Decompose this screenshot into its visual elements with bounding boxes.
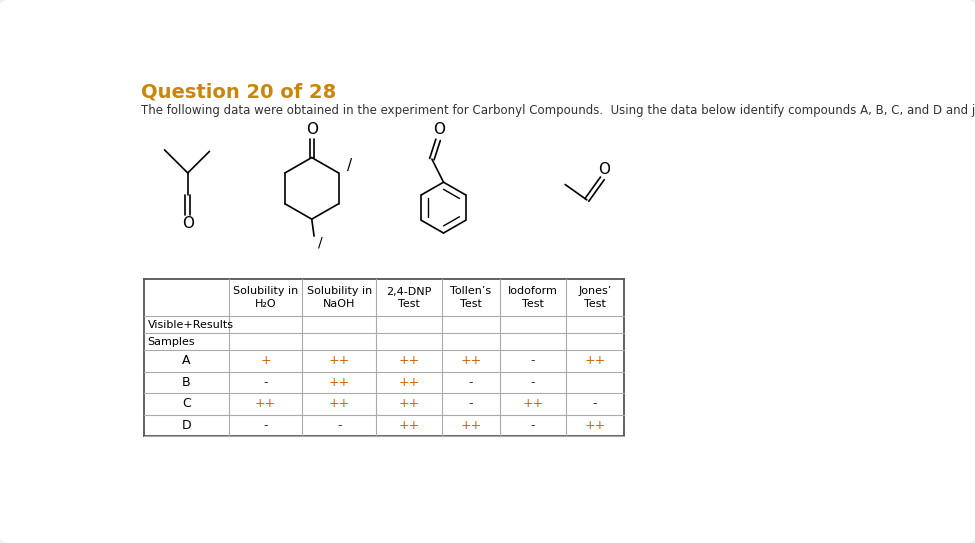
Text: -: - <box>469 376 473 389</box>
Text: Iodoform
Test: Iodoform Test <box>508 287 558 309</box>
Text: -: - <box>530 419 535 432</box>
Text: C: C <box>181 397 190 411</box>
Text: -: - <box>263 376 268 389</box>
Text: O: O <box>598 162 610 176</box>
Text: 2,4-DNP
Test: 2,4-DNP Test <box>386 287 432 309</box>
Text: Visible+Results: Visible+Results <box>147 320 233 330</box>
Text: ++: ++ <box>329 397 350 411</box>
Text: ++: ++ <box>399 419 419 432</box>
Text: A: A <box>182 355 190 368</box>
Text: ++: ++ <box>399 376 419 389</box>
Text: /: / <box>347 158 352 173</box>
Text: -: - <box>530 355 535 368</box>
Bar <box>143 279 624 436</box>
Text: -: - <box>263 419 268 432</box>
Text: -: - <box>593 397 598 411</box>
Text: Tollen’s
Test: Tollen’s Test <box>450 287 491 309</box>
Text: B: B <box>182 376 190 389</box>
Text: ++: ++ <box>584 419 605 432</box>
Text: ++: ++ <box>329 376 350 389</box>
Text: Solubility in
NaOH: Solubility in NaOH <box>307 287 371 309</box>
Text: -: - <box>469 397 473 411</box>
Text: ++: ++ <box>460 355 482 368</box>
Text: Question 20 of 28: Question 20 of 28 <box>141 82 336 101</box>
Text: O: O <box>181 216 194 231</box>
Text: -: - <box>337 419 341 432</box>
Text: ++: ++ <box>523 397 544 411</box>
Text: ++: ++ <box>255 397 276 411</box>
Text: ++: ++ <box>329 355 350 368</box>
Text: ++: ++ <box>399 397 419 411</box>
Text: -: - <box>530 376 535 389</box>
Text: Solubility in
H₂O: Solubility in H₂O <box>233 287 298 309</box>
Text: ++: ++ <box>584 355 605 368</box>
Text: Samples: Samples <box>147 337 195 346</box>
Text: D: D <box>181 419 191 432</box>
Text: ++: ++ <box>399 355 419 368</box>
Text: O: O <box>434 122 446 137</box>
Text: The following data were obtained in the experiment for Carbonyl Compounds.  Usin: The following data were obtained in the … <box>141 104 975 117</box>
Text: +: + <box>260 355 271 368</box>
Text: Jones’
Test: Jones’ Test <box>578 287 611 309</box>
Text: ++: ++ <box>460 419 482 432</box>
Text: /: / <box>318 235 323 249</box>
Text: O: O <box>306 122 318 137</box>
